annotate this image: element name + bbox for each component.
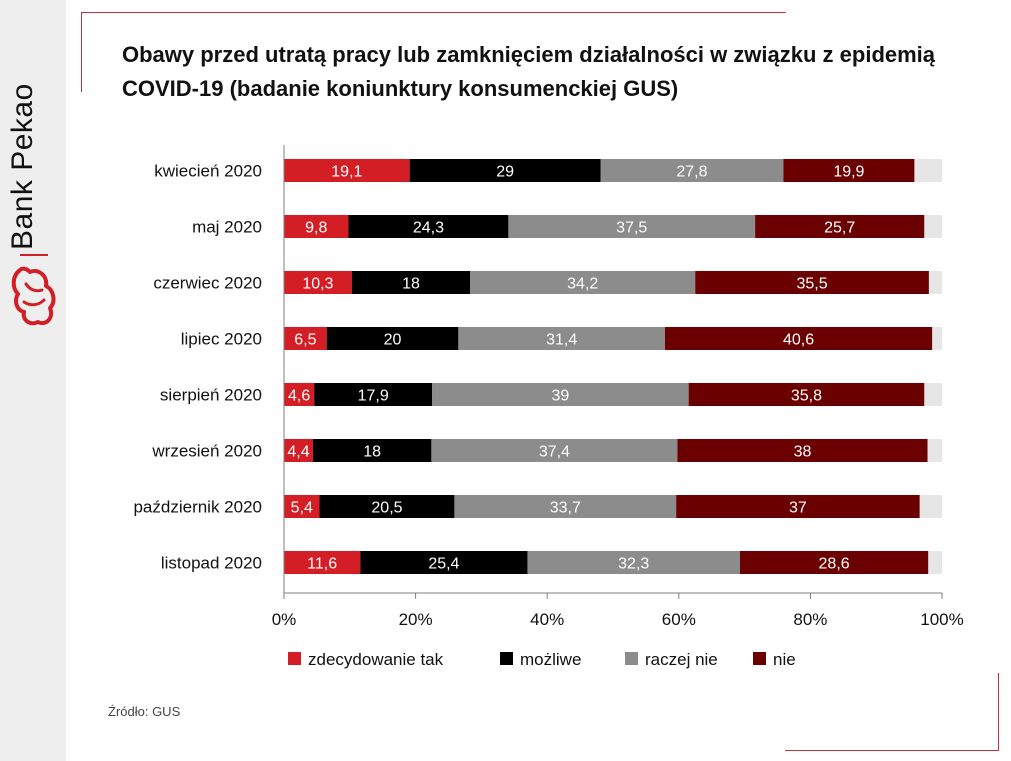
data-label: 20,5 bbox=[371, 500, 402, 517]
legend-label: możliwe bbox=[520, 650, 581, 669]
x-tick-label: 100% bbox=[920, 610, 963, 629]
category-label: czerwiec 2020 bbox=[153, 274, 262, 293]
brand-divider bbox=[20, 254, 48, 256]
bar-segment bbox=[600, 159, 784, 182]
bar-segment bbox=[284, 551, 361, 574]
x-tick-label: 40% bbox=[530, 610, 564, 629]
frame-line-top bbox=[81, 12, 786, 13]
legend-swatch bbox=[288, 652, 301, 665]
data-label: 18 bbox=[363, 444, 381, 461]
legend-swatch bbox=[500, 652, 513, 665]
data-label: 6,5 bbox=[294, 332, 316, 349]
x-tick-label: 80% bbox=[793, 610, 827, 629]
data-label: 40,6 bbox=[783, 332, 814, 349]
bar-segment bbox=[676, 495, 920, 518]
data-label: 25,4 bbox=[428, 556, 459, 573]
data-label: 34,2 bbox=[567, 276, 598, 293]
data-label: 20 bbox=[384, 332, 402, 349]
bar-segment bbox=[409, 159, 601, 182]
data-label: 4,6 bbox=[288, 388, 310, 405]
bar-segment bbox=[284, 327, 327, 350]
x-tick-label: 60% bbox=[662, 610, 696, 629]
data-label: 37,4 bbox=[539, 444, 570, 461]
chart-title: Obawy przed utratą pracy lub zamknięciem… bbox=[122, 42, 936, 101]
bar-segment bbox=[755, 215, 925, 238]
bar-segment bbox=[351, 271, 471, 294]
legend-label: raczej nie bbox=[645, 650, 718, 669]
bar-segment bbox=[527, 551, 740, 574]
data-label: 33,7 bbox=[550, 500, 581, 517]
data-label: 32,3 bbox=[618, 556, 649, 573]
bar-segment bbox=[677, 439, 928, 462]
data-label: 19,9 bbox=[833, 164, 864, 181]
category-label: lipiec 2020 bbox=[181, 330, 262, 349]
bar-segment bbox=[284, 495, 320, 518]
legend-label: nie bbox=[773, 650, 796, 669]
bar-segment bbox=[688, 383, 925, 406]
bar-segment bbox=[348, 215, 509, 238]
data-label: 35,5 bbox=[796, 276, 827, 293]
data-label: 9,8 bbox=[305, 220, 327, 237]
category-label: listopad 2020 bbox=[161, 554, 262, 573]
bar-segment bbox=[739, 551, 929, 574]
frame-line-right bbox=[998, 673, 999, 751]
x-tick-label: 0% bbox=[272, 610, 297, 629]
data-label: 35,8 bbox=[791, 388, 822, 405]
category-label: kwiecień 2020 bbox=[154, 162, 262, 181]
data-label: 10,3 bbox=[302, 276, 333, 293]
bar-segment bbox=[284, 159, 410, 182]
category-label: wrzesień 2020 bbox=[151, 442, 262, 461]
legend-label: zdecydowanie tak bbox=[308, 650, 444, 669]
data-label: 38 bbox=[794, 444, 812, 461]
data-label: 18 bbox=[402, 276, 420, 293]
data-label: 19,1 bbox=[331, 164, 362, 181]
bar-segment bbox=[326, 327, 459, 350]
data-label: 4,4 bbox=[287, 444, 309, 461]
data-label: 37 bbox=[789, 500, 807, 517]
bar-segment bbox=[432, 383, 689, 406]
data-label: 5,4 bbox=[291, 500, 313, 517]
bar-segment bbox=[508, 215, 756, 238]
frame-line-left bbox=[81, 12, 82, 92]
frame-line-bottom bbox=[785, 750, 999, 751]
bar-segment bbox=[695, 271, 929, 294]
bar-segment bbox=[284, 439, 313, 462]
bar-segment bbox=[470, 271, 696, 294]
data-label: 28,6 bbox=[819, 556, 850, 573]
bar-segment bbox=[431, 439, 678, 462]
bar-segment bbox=[284, 271, 352, 294]
bar-segment bbox=[458, 327, 665, 350]
bar-segment bbox=[454, 495, 677, 518]
bar-segment bbox=[312, 439, 432, 462]
pekao-bison-logo-icon bbox=[11, 266, 56, 326]
data-label: 25,7 bbox=[824, 220, 855, 237]
category-label: maj 2020 bbox=[192, 218, 262, 237]
bar-segment bbox=[284, 215, 349, 238]
data-label: 37,5 bbox=[616, 220, 647, 237]
data-label: 31,4 bbox=[546, 332, 577, 349]
data-label: 24,3 bbox=[413, 220, 444, 237]
source-note: Źródło: GUS bbox=[108, 704, 181, 719]
data-label: 27,8 bbox=[676, 164, 707, 181]
data-label: 29 bbox=[496, 164, 514, 181]
bar-segment bbox=[783, 159, 915, 182]
legend-swatch bbox=[625, 652, 638, 665]
bar-segment bbox=[319, 495, 455, 518]
x-tick-label: 20% bbox=[399, 610, 433, 629]
brand-sidebar: Bank Pekao bbox=[0, 0, 66, 761]
bar-segment bbox=[664, 327, 933, 350]
data-label: 39 bbox=[551, 388, 569, 405]
category-label: sierpień 2020 bbox=[160, 386, 262, 405]
bar-segment bbox=[284, 383, 315, 406]
bar-segment bbox=[314, 383, 433, 406]
data-label: 11,6 bbox=[307, 556, 337, 573]
data-label: 17,9 bbox=[358, 388, 389, 405]
legend-swatch bbox=[753, 652, 766, 665]
category-label: październik 2020 bbox=[133, 498, 262, 517]
bar-segment bbox=[360, 551, 528, 574]
